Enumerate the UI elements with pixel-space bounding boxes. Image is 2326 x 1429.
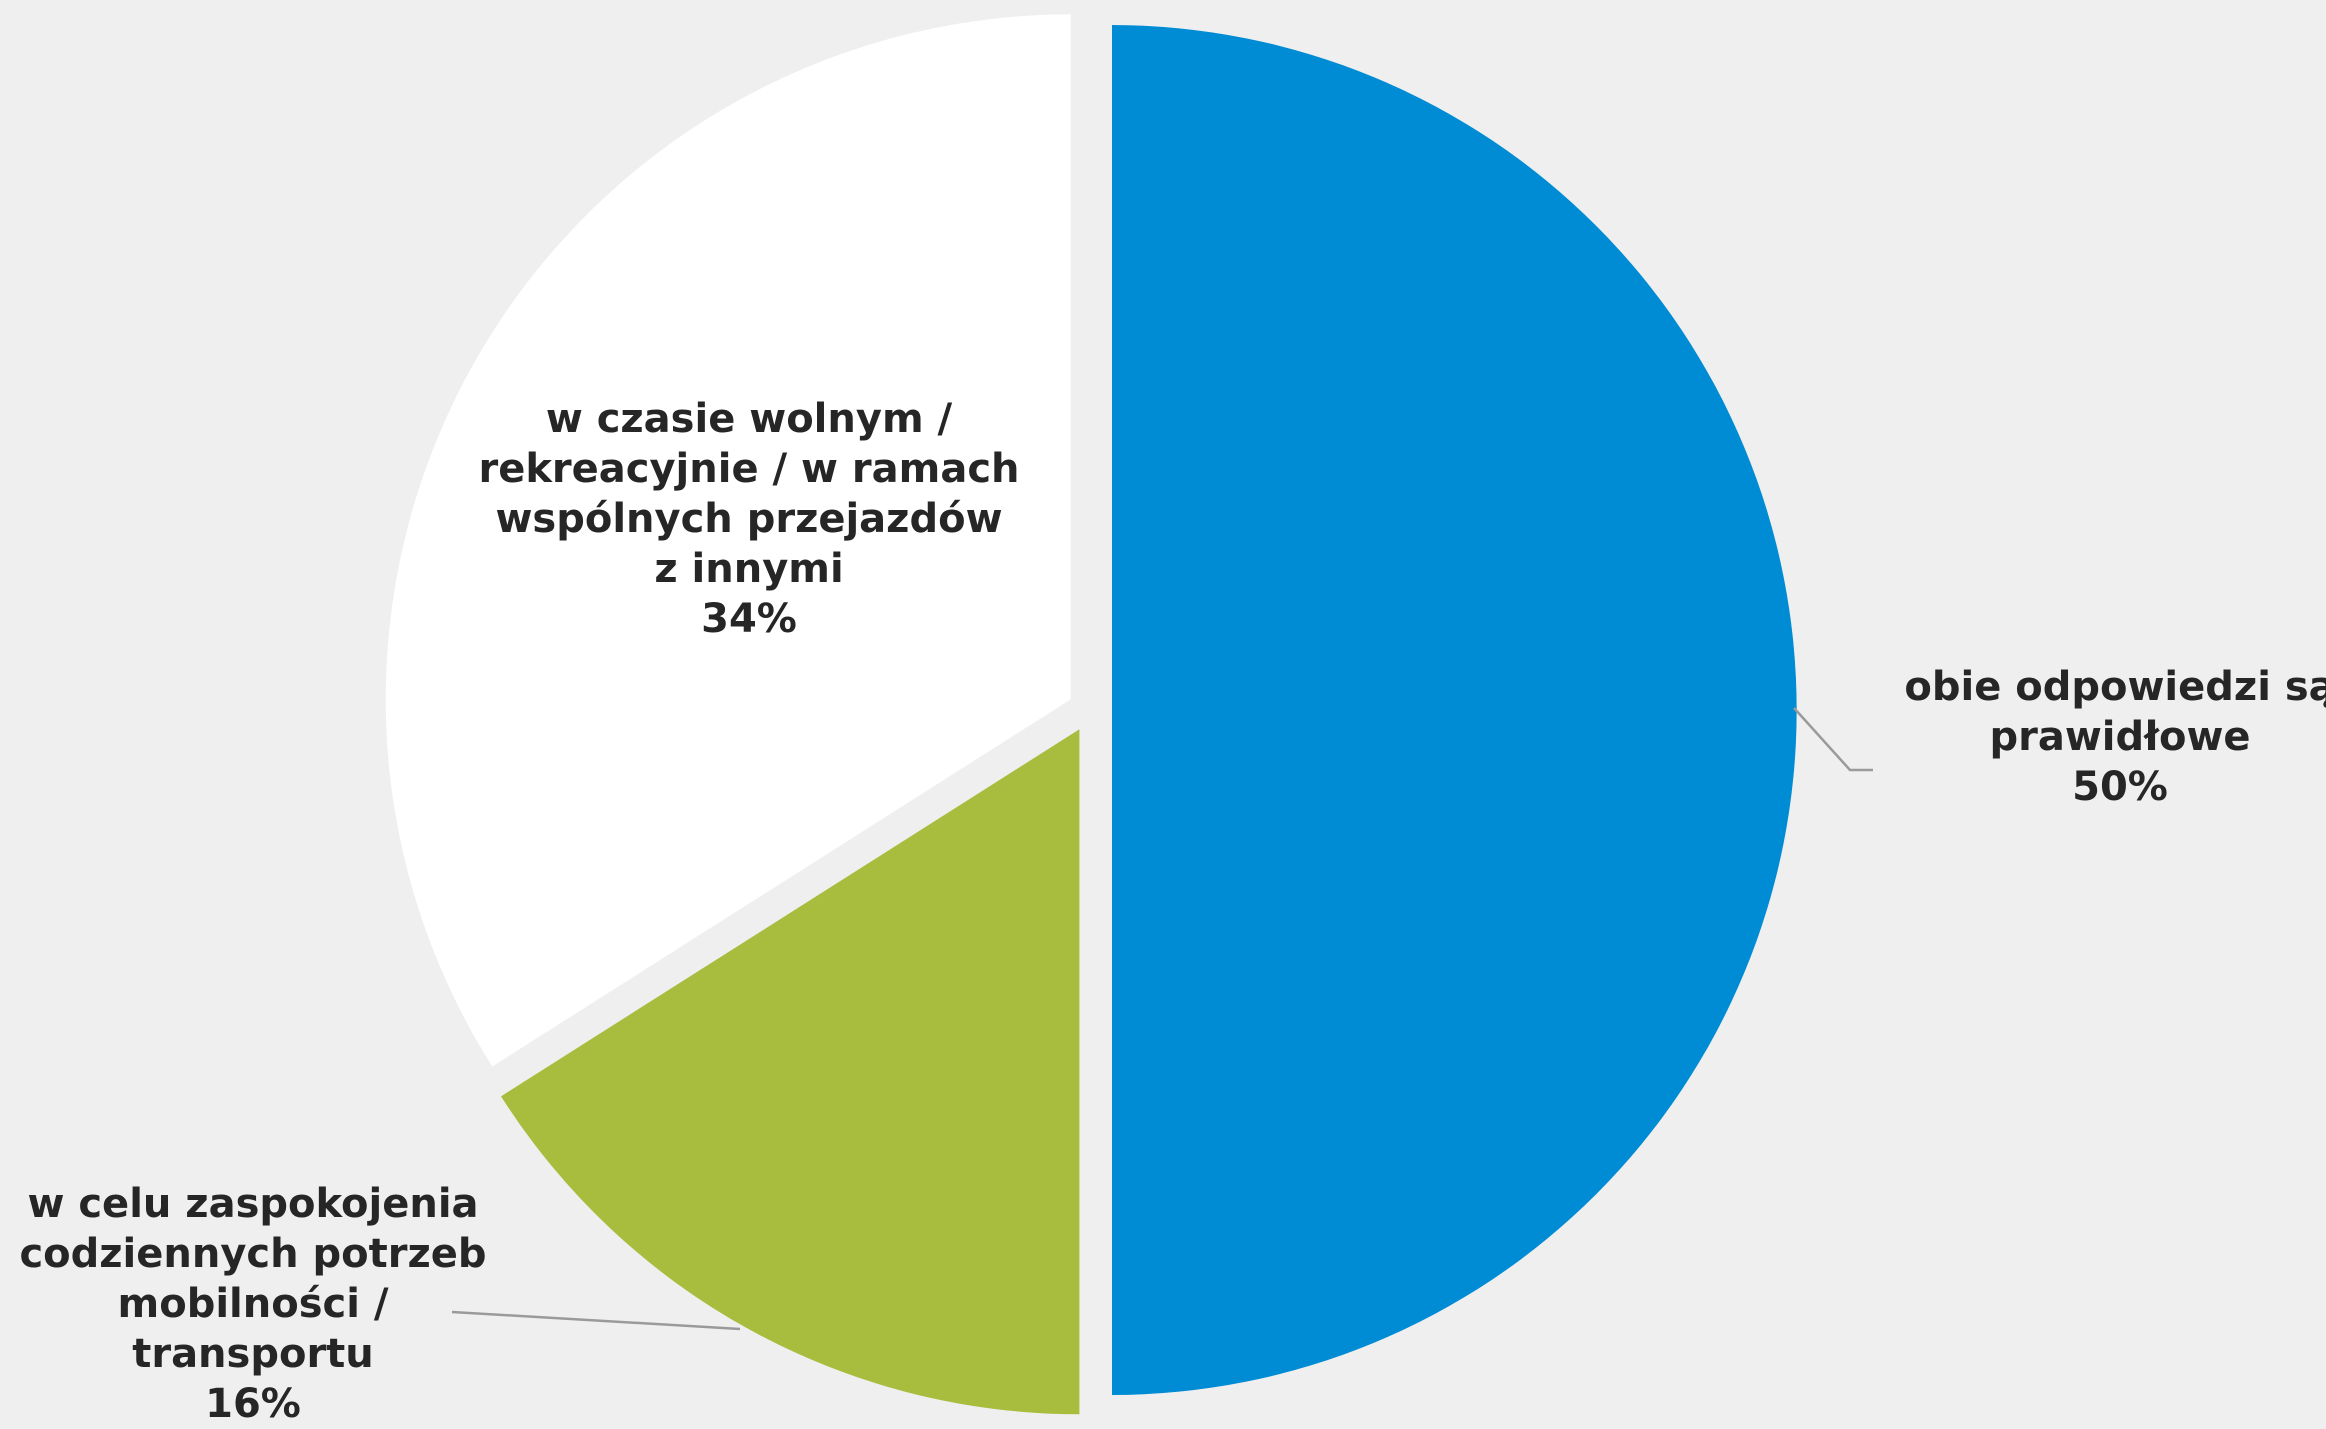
slice-value-label: 34% bbox=[701, 596, 797, 642]
slice-label-line: obie odpowiedzi są bbox=[1904, 664, 2326, 710]
slice-label-line: transportu bbox=[132, 1331, 374, 1377]
slice-label-1: w celu zaspokojenia codziennych potrzeb mo… bbox=[19, 1181, 486, 1427]
leader-line-0 bbox=[1793, 707, 1873, 772]
slice-value-label: 16% bbox=[205, 1381, 301, 1427]
slice-label-line: wspólnych przejazdów bbox=[495, 496, 1002, 542]
slice-label-line: prawidłowe bbox=[1989, 714, 2250, 760]
slice-label-line: z innymi bbox=[654, 546, 843, 592]
pie-slice-1 bbox=[501, 729, 1080, 1415]
slice-value-label: 50% bbox=[2072, 764, 2168, 810]
slice-label-line: w czasie wolnym / bbox=[546, 396, 953, 442]
slice-label-line: mobilności / bbox=[118, 1281, 389, 1327]
leader-line-1 bbox=[451, 1310, 741, 1331]
slice-label-line: codziennych potrzeb bbox=[19, 1231, 486, 1277]
pie-slice-0 bbox=[1112, 25, 1797, 1395]
pie-slice-2 bbox=[385, 14, 1071, 1067]
slice-label-0: obie odpowiedzi są prawidłowe 50% bbox=[1904, 664, 2326, 810]
slice-label-2: w czasie wolnym / rekreacyjnie / w ramach… bbox=[478, 396, 1019, 642]
slice-label-line: rekreacyjnie / w ramach bbox=[478, 446, 1019, 492]
slice-label-line: w celu zaspokojenia bbox=[27, 1181, 478, 1227]
